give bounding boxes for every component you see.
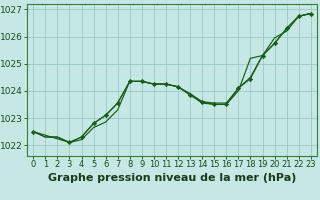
X-axis label: Graphe pression niveau de la mer (hPa): Graphe pression niveau de la mer (hPa) bbox=[48, 173, 296, 183]
